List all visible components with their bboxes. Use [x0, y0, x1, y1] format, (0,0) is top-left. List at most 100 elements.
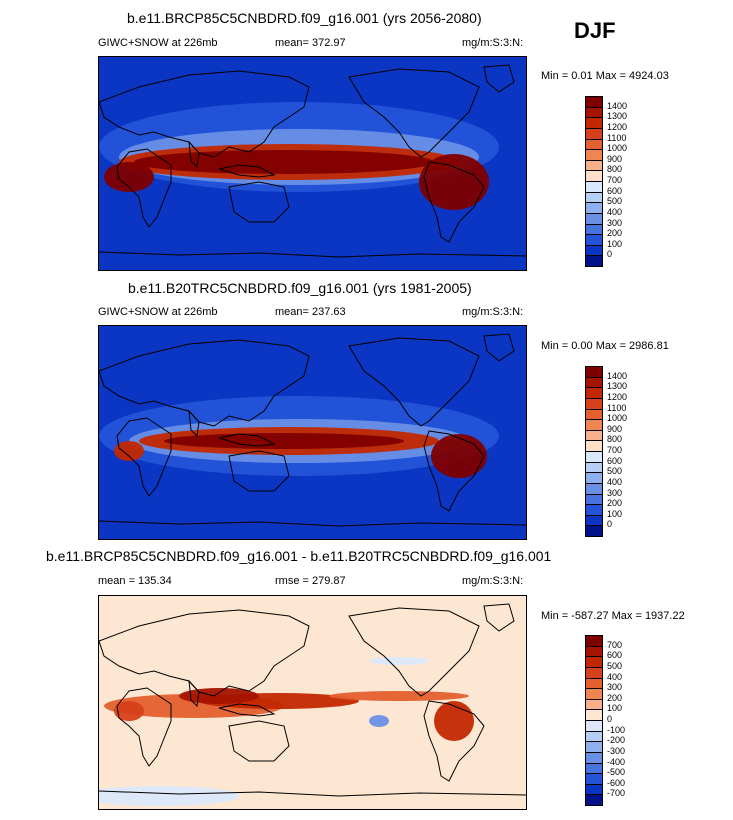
field-contour — [114, 701, 144, 721]
coastline — [99, 790, 526, 797]
panel-2-mean-label: mean= 237.63 — [275, 306, 346, 318]
colorbar-box — [585, 525, 603, 537]
colorbar-tick-label: 100 — [607, 703, 623, 714]
colorbar-tick-label: 1300 — [607, 381, 628, 392]
colorbar-tick-label: 1400 — [607, 100, 628, 111]
colorbar-tick-label: 500 — [607, 660, 623, 671]
colorbar-tick-label: 700 — [607, 445, 623, 455]
colorbar-tick-label: 800 — [607, 434, 623, 445]
colorbar-tick-label: 1400 — [607, 370, 628, 381]
colorbar-tick-label: 700 — [607, 175, 623, 185]
panel-3-title: b.e11.BRCP85C5CNBDRD.f09_g16.001 - b.e11… — [46, 548, 552, 564]
coastline — [228, 450, 290, 492]
coastline — [188, 679, 200, 708]
map-svg — [99, 596, 526, 809]
panel-3-rmse-label: rmse = 279.87 — [275, 575, 346, 587]
colorbar-tick-label: 600 — [607, 455, 623, 466]
coastline — [348, 607, 480, 697]
map-svg — [99, 326, 526, 539]
colorbar-tick-label: 0 — [607, 714, 613, 724]
colorbar-tick-label: -300 — [607, 745, 626, 756]
coastline — [483, 603, 515, 632]
colorbar-tick-label: -700 — [607, 788, 626, 799]
colorbar-tick-label: 1200 — [607, 391, 628, 402]
panel-2-colorbar: 1400 1300 1200 1100 1000 900 800 700 600 500 400 30… — [585, 366, 645, 537]
colorbar-tick-label: 500 — [607, 196, 623, 207]
colorbar-tick-label: 400 — [607, 476, 623, 487]
panel-3-colorbar: 700 600 500 400 300 200 100 0 -100 -200 -300 -400 -5… — [585, 635, 645, 806]
coastline — [99, 251, 526, 258]
colorbar-tick-label: 1200 — [607, 121, 628, 132]
field-contour — [419, 154, 489, 210]
colorbar-tick-label: 0 — [607, 249, 613, 260]
field-contour — [104, 162, 154, 192]
panel-3-map — [98, 595, 527, 810]
field-contour — [134, 150, 434, 174]
field-contour — [329, 691, 469, 701]
field-contour — [164, 433, 404, 449]
colorbar-tick-label: 400 — [607, 671, 623, 682]
colorbar-tick-label: -200 — [607, 735, 626, 746]
colorbar-tick-label: 800 — [607, 164, 623, 175]
colorbar-tick-label: 100 — [607, 238, 623, 249]
panel-1-title: b.e11.BRCP85C5CNBDRD.f09_g16.001 (yrs 20… — [127, 10, 482, 26]
coastline — [99, 609, 310, 697]
colorbar-tick-label: 600 — [607, 185, 623, 196]
colorbar-tick-label: 100 — [607, 508, 623, 519]
colorbar-tick-label: 200 — [607, 692, 623, 703]
colorbar-tick-label: 1000 — [607, 143, 628, 154]
colorbar-tick-label: 1100 — [607, 132, 627, 143]
coastline — [188, 409, 200, 438]
field-contour — [369, 657, 429, 665]
field-contour — [99, 786, 239, 806]
colorbar-tick-label: 700 — [607, 639, 623, 650]
coastline — [423, 161, 485, 243]
colorbar-box — [585, 255, 603, 267]
coastline — [423, 700, 485, 782]
colorbar-tick-label: 0 — [607, 519, 613, 530]
colorbar-box — [585, 794, 603, 806]
panel-3-units: mg/m:S:3:N: — [462, 575, 524, 587]
coastline — [116, 687, 172, 767]
colorbar-tick-label: 900 — [607, 153, 623, 164]
colorbar-tick-label: 200 — [607, 498, 623, 509]
colorbar-tick-label: 300 — [607, 217, 623, 228]
colorbar-tick-label: -500 — [607, 767, 626, 778]
colorbar-tick-label: -600 — [607, 777, 626, 788]
colorbar-tick-label: 500 — [607, 466, 623, 477]
coastline — [218, 164, 276, 178]
colorbar-tick-label: 300 — [607, 487, 623, 498]
panel-1-map — [98, 56, 527, 271]
coastline — [228, 720, 290, 762]
panel-2-variable-label: GIWC+SNOW at 226mb — [98, 306, 218, 318]
season-label: DJF — [574, 18, 616, 43]
panel-1-minmax: Min = 0.01 Max = 4924.03 — [541, 70, 669, 82]
panel-2-map — [98, 325, 527, 540]
coastline — [116, 148, 172, 228]
coastline — [218, 703, 276, 717]
coastline — [99, 520, 526, 527]
panel-2-minmax: Min = 0.00 Max = 2986.81 — [541, 340, 669, 352]
field-contour — [369, 715, 389, 727]
panel-3-minmax: Min = -587.27 Max = 1937.22 — [541, 610, 685, 622]
coastline — [218, 433, 276, 447]
panel-1-variable-label: GIWC+SNOW at 226mb — [98, 37, 218, 49]
coastline — [228, 181, 290, 223]
coastline — [116, 417, 172, 497]
coastline — [99, 339, 310, 427]
panel-2-units: mg/m:S:3:N: — [462, 306, 524, 318]
colorbar-tick-label: -400 — [607, 756, 626, 767]
colorbar-tick-label: 300 — [607, 682, 623, 693]
colorbar-tick-label: 400 — [607, 206, 623, 217]
panel-1-colorbar: 1400 1300 1200 1100 1000 900 800 700 600 500 400 30… — [585, 96, 645, 267]
colorbar-tick-label: 600 — [607, 650, 623, 661]
coastline — [483, 333, 515, 362]
coastline — [99, 70, 310, 158]
field-contour — [434, 701, 474, 741]
field-contour — [114, 441, 144, 461]
panel-1-units: mg/m:S:3:N: — [462, 37, 524, 49]
panel-1-mean-label: mean= 372.97 — [275, 37, 346, 49]
colorbar-tick-label: 200 — [607, 228, 623, 239]
coastline — [423, 430, 485, 512]
colorbar-tick-label: 1000 — [607, 413, 628, 424]
